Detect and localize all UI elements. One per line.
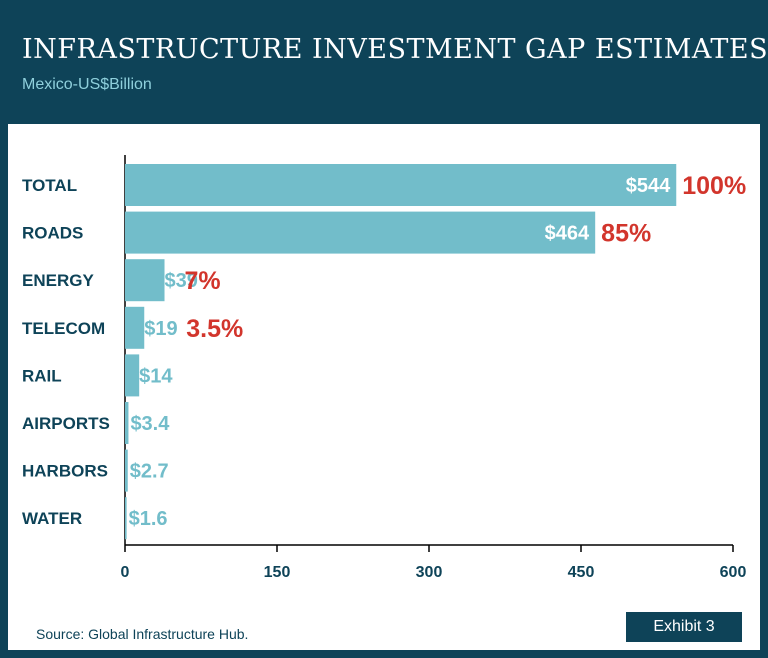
category-label: WATER (22, 509, 82, 528)
chart-title: INFRASTRUCTURE INVESTMENT GAP ESTIMATES (22, 34, 768, 65)
x-tick-label: 450 (568, 564, 595, 581)
bar (125, 259, 165, 302)
x-tick-label: 300 (416, 564, 443, 581)
value-label: $39 (165, 270, 198, 292)
value-label: $19 (144, 318, 177, 340)
value-label: $544 (626, 175, 671, 197)
bar (125, 164, 677, 206)
percent-label: 3.5% (186, 315, 243, 343)
bar (125, 497, 127, 540)
exhibit-badge: Exhibit 3 (626, 612, 742, 642)
percent-label: 7% (185, 267, 221, 295)
value-label: $3.4 (130, 413, 170, 435)
x-tick-label: 150 (264, 564, 291, 581)
percent-label: 85% (601, 220, 651, 248)
x-tick-label: 0 (121, 564, 130, 581)
bar (125, 402, 129, 444)
value-label: $1.6 (129, 508, 168, 530)
bar (125, 211, 596, 254)
category-label: ENERGY (22, 271, 94, 290)
category-label: TELECOM (22, 319, 105, 338)
category-label: RAIL (22, 366, 62, 385)
category-label: ROADS (22, 224, 83, 243)
bar (125, 449, 128, 492)
bar (125, 306, 145, 349)
value-label: $2.7 (130, 461, 169, 483)
chart-subtitle: Mexico-US$Billion (22, 76, 152, 93)
value-label: $464 (545, 223, 590, 245)
bar (125, 354, 140, 397)
category-label: TOTAL (22, 176, 77, 195)
value-label: $14 (139, 365, 173, 387)
category-label: AIRPORTS (22, 414, 110, 433)
x-tick-label: 600 (720, 564, 747, 581)
category-label: HARBORS (22, 462, 108, 481)
percent-label: 100% (682, 172, 746, 200)
source-note: Source: Global Infrastructure Hub. (36, 626, 249, 642)
